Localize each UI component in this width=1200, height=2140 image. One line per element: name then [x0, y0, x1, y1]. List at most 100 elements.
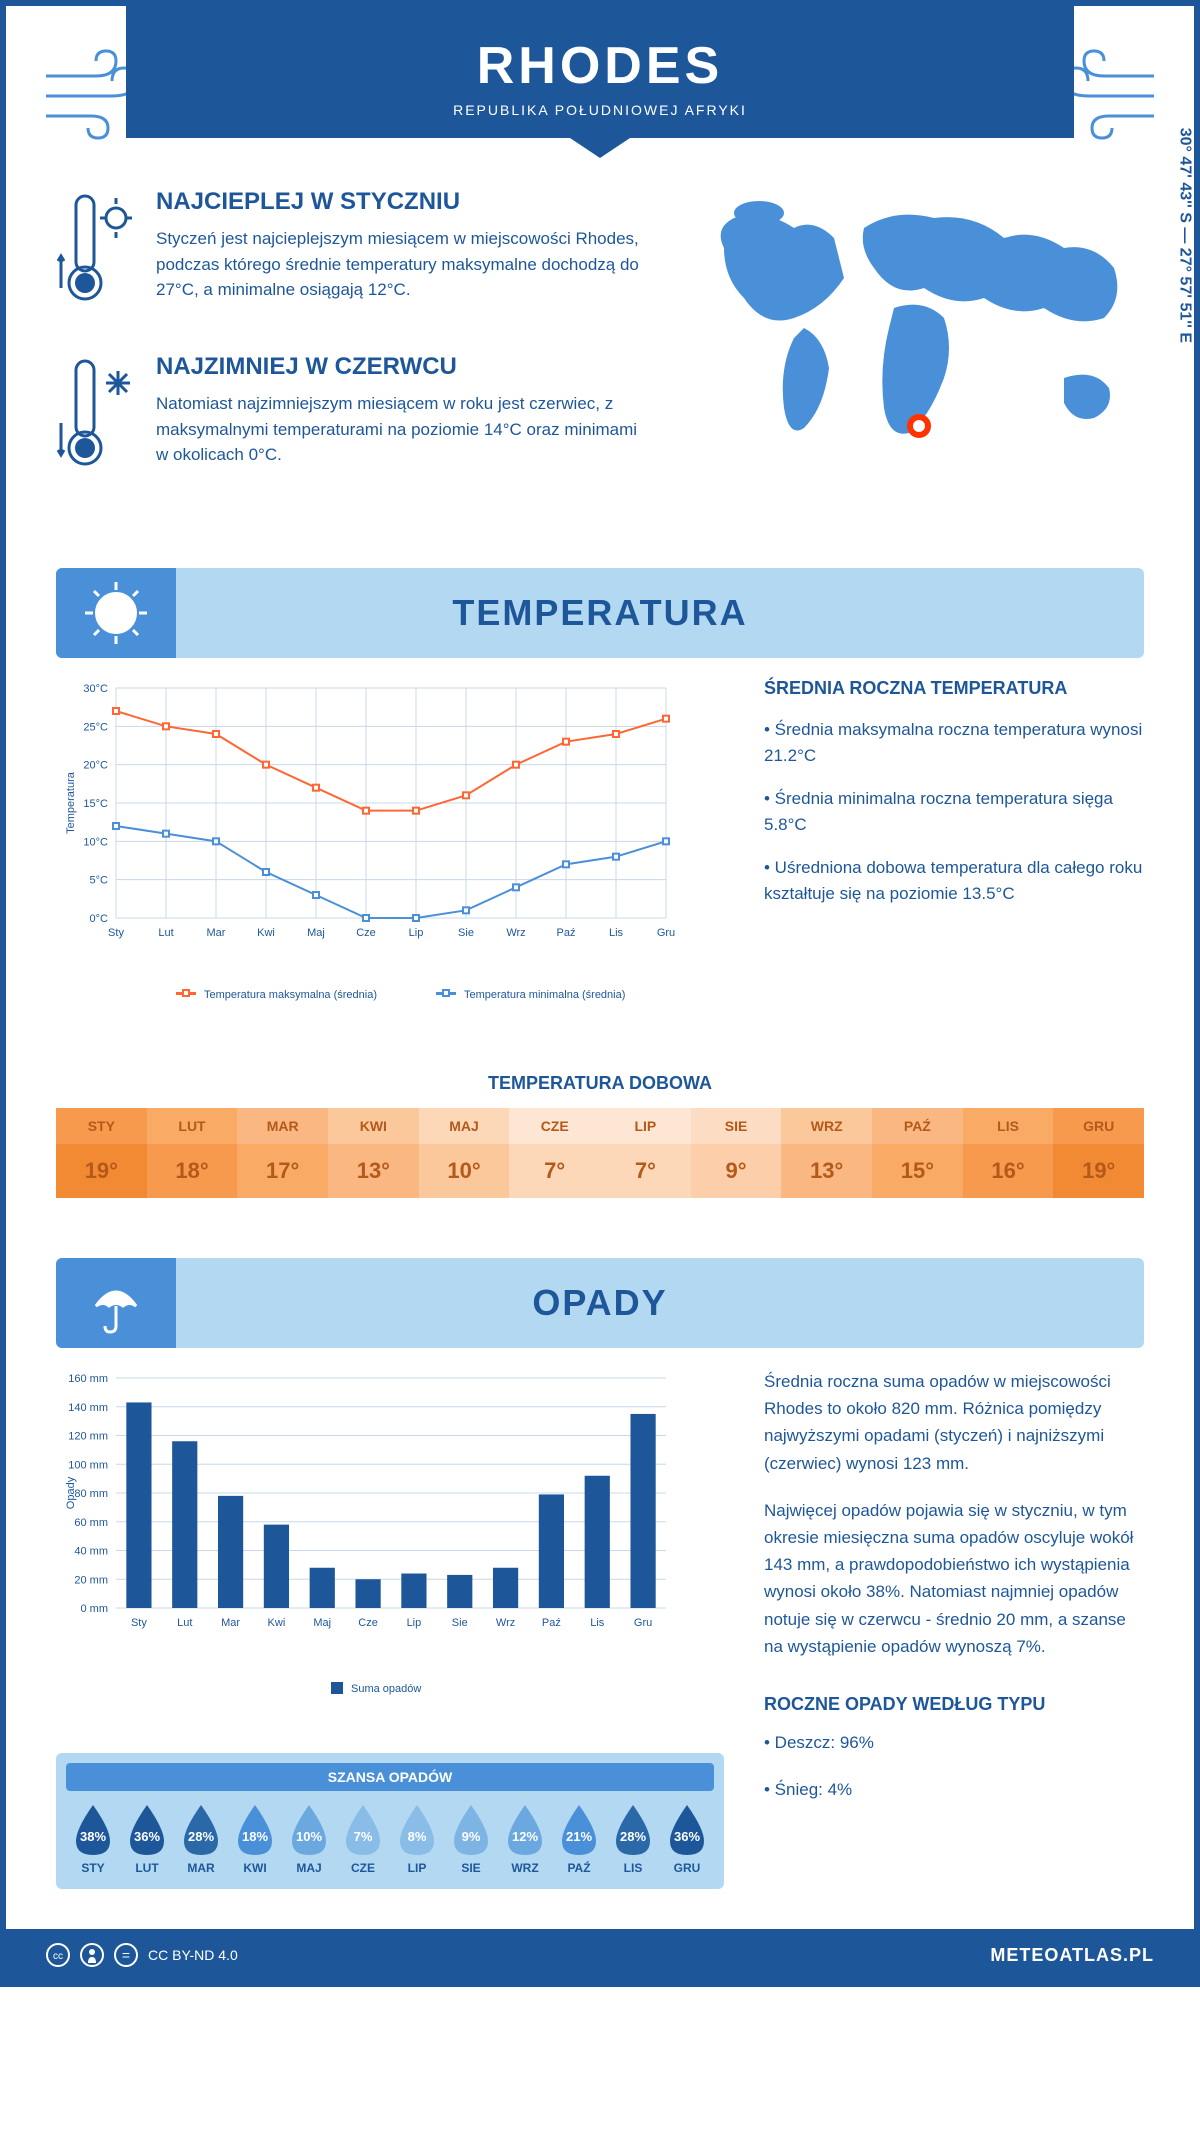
svg-text:Cze: Cze — [358, 1617, 378, 1629]
umbrella-icon — [56, 1258, 176, 1348]
temp-table-col: CZE7° — [509, 1108, 600, 1198]
sun-icon — [56, 568, 176, 658]
svg-text:Lis: Lis — [590, 1617, 605, 1629]
precip-snow: • Śnieg: 4% — [764, 1776, 1144, 1803]
location-title: RHODES — [126, 36, 1074, 96]
thermometer-hot-icon — [56, 188, 136, 313]
svg-text:Temperatura maksymalna (średni: Temperatura maksymalna (średnia) — [204, 989, 377, 1001]
precip-p1: Średnia roczna suma opadów w miejscowośc… — [764, 1368, 1144, 1477]
precip-type-title: ROCZNE OPADY WEDŁUG TYPU — [764, 1690, 1144, 1719]
precip-rain: • Deszcz: 96% — [764, 1729, 1144, 1756]
chance-drop: 9%SIE — [448, 1801, 494, 1875]
chance-drop: 36%LUT — [124, 1801, 170, 1875]
temp-table-col: MAJ10° — [419, 1108, 510, 1198]
svg-text:Cze: Cze — [356, 927, 376, 939]
chance-drop: 18%KWI — [232, 1801, 278, 1875]
precipitation-chart: 0 mm20 mm40 mm60 mm80 mm100 mm120 mm140 … — [56, 1368, 724, 1733]
temp-table-col: LIP7° — [600, 1108, 691, 1198]
precip-p2: Najwięcej opadów pojawia się w styczniu,… — [764, 1497, 1144, 1660]
svg-text:Maj: Maj — [307, 927, 325, 939]
daily-temp-table: STY19°LUT18°MAR17°KWI13°MAJ10°CZE7°LIP7°… — [56, 1108, 1144, 1198]
svg-text:Lut: Lut — [177, 1617, 192, 1629]
warmest-text: Styczeń jest najcieplejszym miesiącem w … — [156, 226, 654, 303]
svg-text:Temperatura minimalna (średnia: Temperatura minimalna (średnia) — [464, 989, 625, 1001]
chance-drop: 21%PAŹ — [556, 1801, 602, 1875]
svg-text:10%: 10% — [296, 1829, 322, 1844]
coldest-block: NAJZIMNIEJ W CZERWCU Natomiast najzimnie… — [56, 353, 654, 478]
temperature-summary: ŚREDNIA ROCZNA TEMPERATURA • Średnia mak… — [764, 678, 1144, 924]
svg-text:5°C: 5°C — [90, 875, 109, 887]
temp-table-col: LUT18° — [147, 1108, 238, 1198]
svg-text:Wrz: Wrz — [506, 927, 525, 939]
temperature-section-header: TEMPERATURA — [56, 568, 1144, 658]
svg-text:21%: 21% — [566, 1829, 592, 1844]
svg-text:Mar: Mar — [221, 1617, 240, 1629]
svg-text:=: = — [122, 1947, 130, 1963]
temp-summary-b1: • Średnia maksymalna roczna temperatura … — [764, 717, 1144, 768]
temp-summary-b2: • Średnia minimalna roczna temperatura s… — [764, 786, 1144, 837]
svg-text:18%: 18% — [242, 1829, 268, 1844]
page-footer: cc = CC BY-ND 4.0 METEOATLAS.PL — [6, 1929, 1194, 1981]
thermometer-cold-icon — [56, 353, 136, 478]
svg-text:12%: 12% — [512, 1829, 538, 1844]
svg-text:cc: cc — [53, 1951, 63, 1962]
svg-text:Temperatura: Temperatura — [65, 771, 77, 834]
chance-drop: 8%LIP — [394, 1801, 440, 1875]
license-text: CC BY-ND 4.0 — [148, 1947, 238, 1963]
svg-text:60 mm: 60 mm — [74, 1517, 108, 1529]
section-title: TEMPERATURA — [452, 592, 747, 634]
world-map — [694, 188, 1144, 518]
svg-text:140 mm: 140 mm — [68, 1402, 108, 1414]
chance-drop: 28%MAR — [178, 1801, 224, 1875]
svg-text:9%: 9% — [462, 1829, 481, 1844]
svg-text:20°C: 20°C — [83, 760, 108, 772]
precipitation-chance-box: SZANSA OPADÓW 38%STY36%LUT28%MAR18%KWI10… — [56, 1753, 724, 1889]
temp-table-col: LIS16° — [963, 1108, 1054, 1198]
svg-text:Lut: Lut — [158, 927, 173, 939]
svg-text:80 mm: 80 mm — [74, 1488, 108, 1500]
svg-text:0 mm: 0 mm — [81, 1603, 109, 1615]
chance-drop: 10%MAJ — [286, 1801, 332, 1875]
svg-text:Sie: Sie — [458, 927, 474, 939]
svg-text:Kwi: Kwi — [268, 1617, 286, 1629]
precipitation-summary: Średnia roczna suma opadów w miejscowośc… — [764, 1368, 1144, 1823]
svg-text:15°C: 15°C — [83, 798, 108, 810]
warmest-title: NAJCIEPLEJ W STYCZNIU — [156, 188, 654, 216]
coordinates: 30° 47' 43'' S — 27° 57' 51'' E — [1175, 128, 1193, 343]
svg-text:Gru: Gru — [634, 1617, 652, 1629]
temp-table-col: SIE9° — [691, 1108, 782, 1198]
temp-table-col: MAR17° — [237, 1108, 328, 1198]
svg-text:Sie: Sie — [452, 1617, 468, 1629]
svg-text:28%: 28% — [188, 1829, 214, 1844]
daily-temp-title: TEMPERATURA DOBOWA — [56, 1073, 1144, 1094]
warmest-block: NAJCIEPLEJ W STYCZNIU Styczeń jest najci… — [56, 188, 654, 313]
site-name: METEOATLAS.PL — [990, 1945, 1154, 1966]
svg-text:Paź: Paź — [557, 927, 576, 939]
svg-text:Lip: Lip — [407, 1617, 422, 1629]
svg-text:25°C: 25°C — [83, 721, 108, 733]
svg-text:Lip: Lip — [409, 927, 424, 939]
chance-drop: 28%LIS — [610, 1801, 656, 1875]
temp-table-col: PAŹ15° — [872, 1108, 963, 1198]
svg-text:36%: 36% — [134, 1829, 160, 1844]
svg-text:20 mm: 20 mm — [74, 1574, 108, 1586]
svg-text:100 mm: 100 mm — [68, 1459, 108, 1471]
license: cc = CC BY-ND 4.0 — [46, 1943, 238, 1967]
svg-text:Paź: Paź — [542, 1617, 561, 1629]
svg-text:Mar: Mar — [207, 927, 226, 939]
svg-text:Suma opadów: Suma opadów — [351, 1683, 421, 1695]
temp-summary-b3: • Uśredniona dobowa temperatura dla całe… — [764, 855, 1144, 906]
svg-text:8%: 8% — [408, 1829, 427, 1844]
temp-table-col: KWI13° — [328, 1108, 419, 1198]
temp-summary-title: ŚREDNIA ROCZNA TEMPERATURA — [764, 678, 1144, 699]
svg-text:Gru: Gru — [657, 927, 675, 939]
svg-text:28%: 28% — [620, 1829, 646, 1844]
temp-table-col: GRU19° — [1053, 1108, 1144, 1198]
svg-text:Maj: Maj — [313, 1617, 331, 1629]
chance-drop: 38%STY — [70, 1801, 116, 1875]
svg-text:Sty: Sty — [131, 1617, 147, 1629]
temp-table-col: STY19° — [56, 1108, 147, 1198]
svg-text:Sty: Sty — [108, 927, 124, 939]
chance-title: SZANSA OPADÓW — [66, 1763, 714, 1791]
svg-text:10°C: 10°C — [83, 836, 108, 848]
